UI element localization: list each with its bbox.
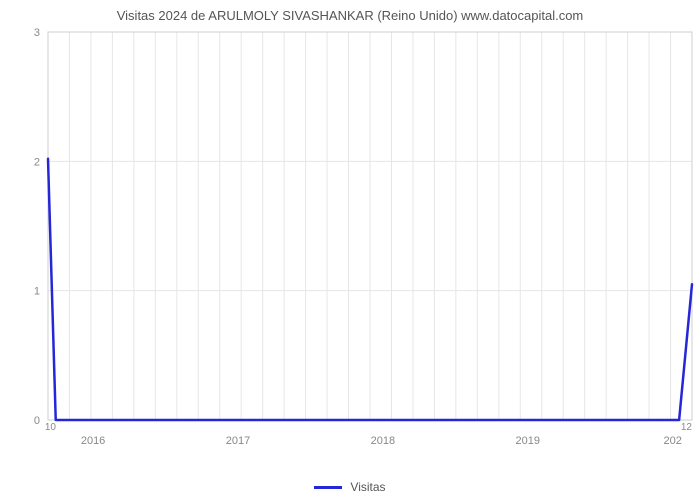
x-tick-label: 202 [664, 435, 682, 447]
x-tick-label: 2016 [81, 435, 105, 447]
legend: Visitas [0, 480, 700, 494]
legend-label: Visitas [350, 480, 385, 494]
y-tick-label: 3 [34, 28, 40, 39]
x-tick-label: 2017 [226, 435, 250, 447]
chart-svg: 012310122016201720182019202 [0, 28, 700, 458]
y-tick-label: 0 [34, 415, 40, 427]
x-tick-label: 2018 [371, 435, 395, 447]
chart-title: Visitas 2024 de ARULMOLY SIVASHANKAR (Re… [0, 0, 700, 23]
x-small-left: 10 [45, 422, 57, 433]
chart-area: 012310122016201720182019202 [0, 28, 700, 458]
x-tick-label: 2019 [516, 435, 540, 447]
x-small-right: 12 [681, 422, 693, 433]
y-tick-label: 1 [34, 286, 40, 298]
y-tick-label: 2 [34, 156, 40, 168]
legend-swatch [314, 486, 342, 489]
